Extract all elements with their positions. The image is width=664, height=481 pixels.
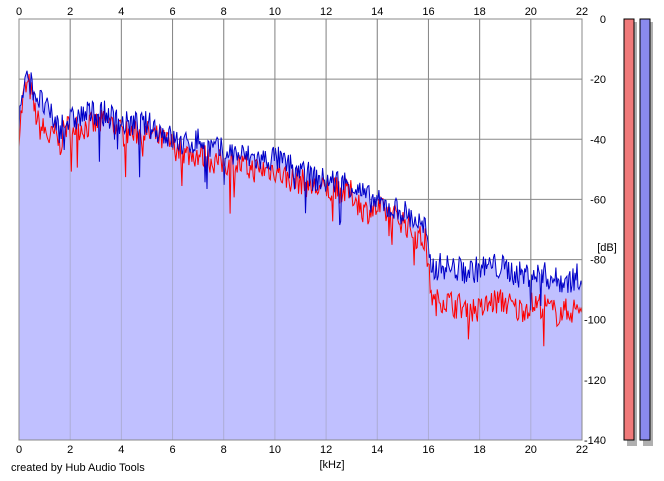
x-tick-label-bottom: 20 bbox=[525, 444, 537, 456]
x-tick-label-bottom: 12 bbox=[320, 444, 332, 456]
y-tick-label: -60 bbox=[590, 194, 606, 206]
x-tick-label-top: 10 bbox=[269, 6, 281, 18]
y-tick-label: -100 bbox=[584, 315, 606, 327]
x-tick-label-top: 8 bbox=[221, 6, 227, 18]
x-tick-label-top: 12 bbox=[320, 6, 332, 18]
series-line-red bbox=[18, 73, 583, 347]
x-tick-label-top: 4 bbox=[118, 6, 124, 18]
x-tick-label-bottom: 6 bbox=[169, 444, 175, 456]
x-tick-label-bottom: 2 bbox=[67, 444, 73, 456]
x-tick-label-bottom: 18 bbox=[474, 444, 486, 456]
series-line-blue bbox=[18, 70, 583, 311]
x-tick-label-top: 18 bbox=[474, 6, 486, 18]
y-axis-label: [dB] bbox=[597, 242, 617, 254]
y-tick-label: -140 bbox=[584, 435, 606, 447]
tick-labels: 002244668810101212141416161818202022220-… bbox=[16, 6, 606, 456]
meter-left bbox=[623, 18, 635, 441]
x-tick-label-top: 14 bbox=[371, 6, 383, 18]
x-tick-label-bottom: 22 bbox=[576, 444, 588, 456]
meter-right bbox=[639, 18, 651, 441]
x-tick-label-bottom: 0 bbox=[16, 444, 22, 456]
spectrum-fill bbox=[19, 70, 582, 440]
x-tick-label-top: 2 bbox=[67, 6, 73, 18]
level-meters bbox=[623, 18, 653, 446]
x-tick-label-top: 16 bbox=[422, 6, 434, 18]
x-tick-label-top: 0 bbox=[16, 6, 22, 18]
x-tick-label-bottom: 4 bbox=[118, 444, 124, 456]
spectrum-fill-area bbox=[19, 70, 582, 440]
y-tick-label: -120 bbox=[584, 375, 606, 387]
y-tick-label: 0 bbox=[600, 14, 606, 26]
x-tick-label-top: 22 bbox=[576, 6, 588, 18]
y-tick-label: -20 bbox=[590, 74, 606, 86]
x-axis-label: [kHz] bbox=[319, 459, 344, 471]
plot-frame bbox=[18, 18, 583, 441]
y-tick-label: -40 bbox=[590, 134, 606, 146]
series-lines bbox=[18, 70, 583, 347]
x-tick-label-bottom: 10 bbox=[269, 444, 281, 456]
y-tick-label: -80 bbox=[590, 255, 606, 267]
x-tick-label-bottom: 8 bbox=[221, 444, 227, 456]
axes bbox=[18, 18, 583, 441]
credit-text: created by Hub Audio Tools bbox=[11, 462, 145, 474]
x-tick-label-bottom: 14 bbox=[371, 444, 383, 456]
x-tick-label-top: 20 bbox=[525, 6, 537, 18]
x-tick-label-bottom: 16 bbox=[422, 444, 434, 456]
x-tick-label-top: 6 bbox=[169, 6, 175, 18]
